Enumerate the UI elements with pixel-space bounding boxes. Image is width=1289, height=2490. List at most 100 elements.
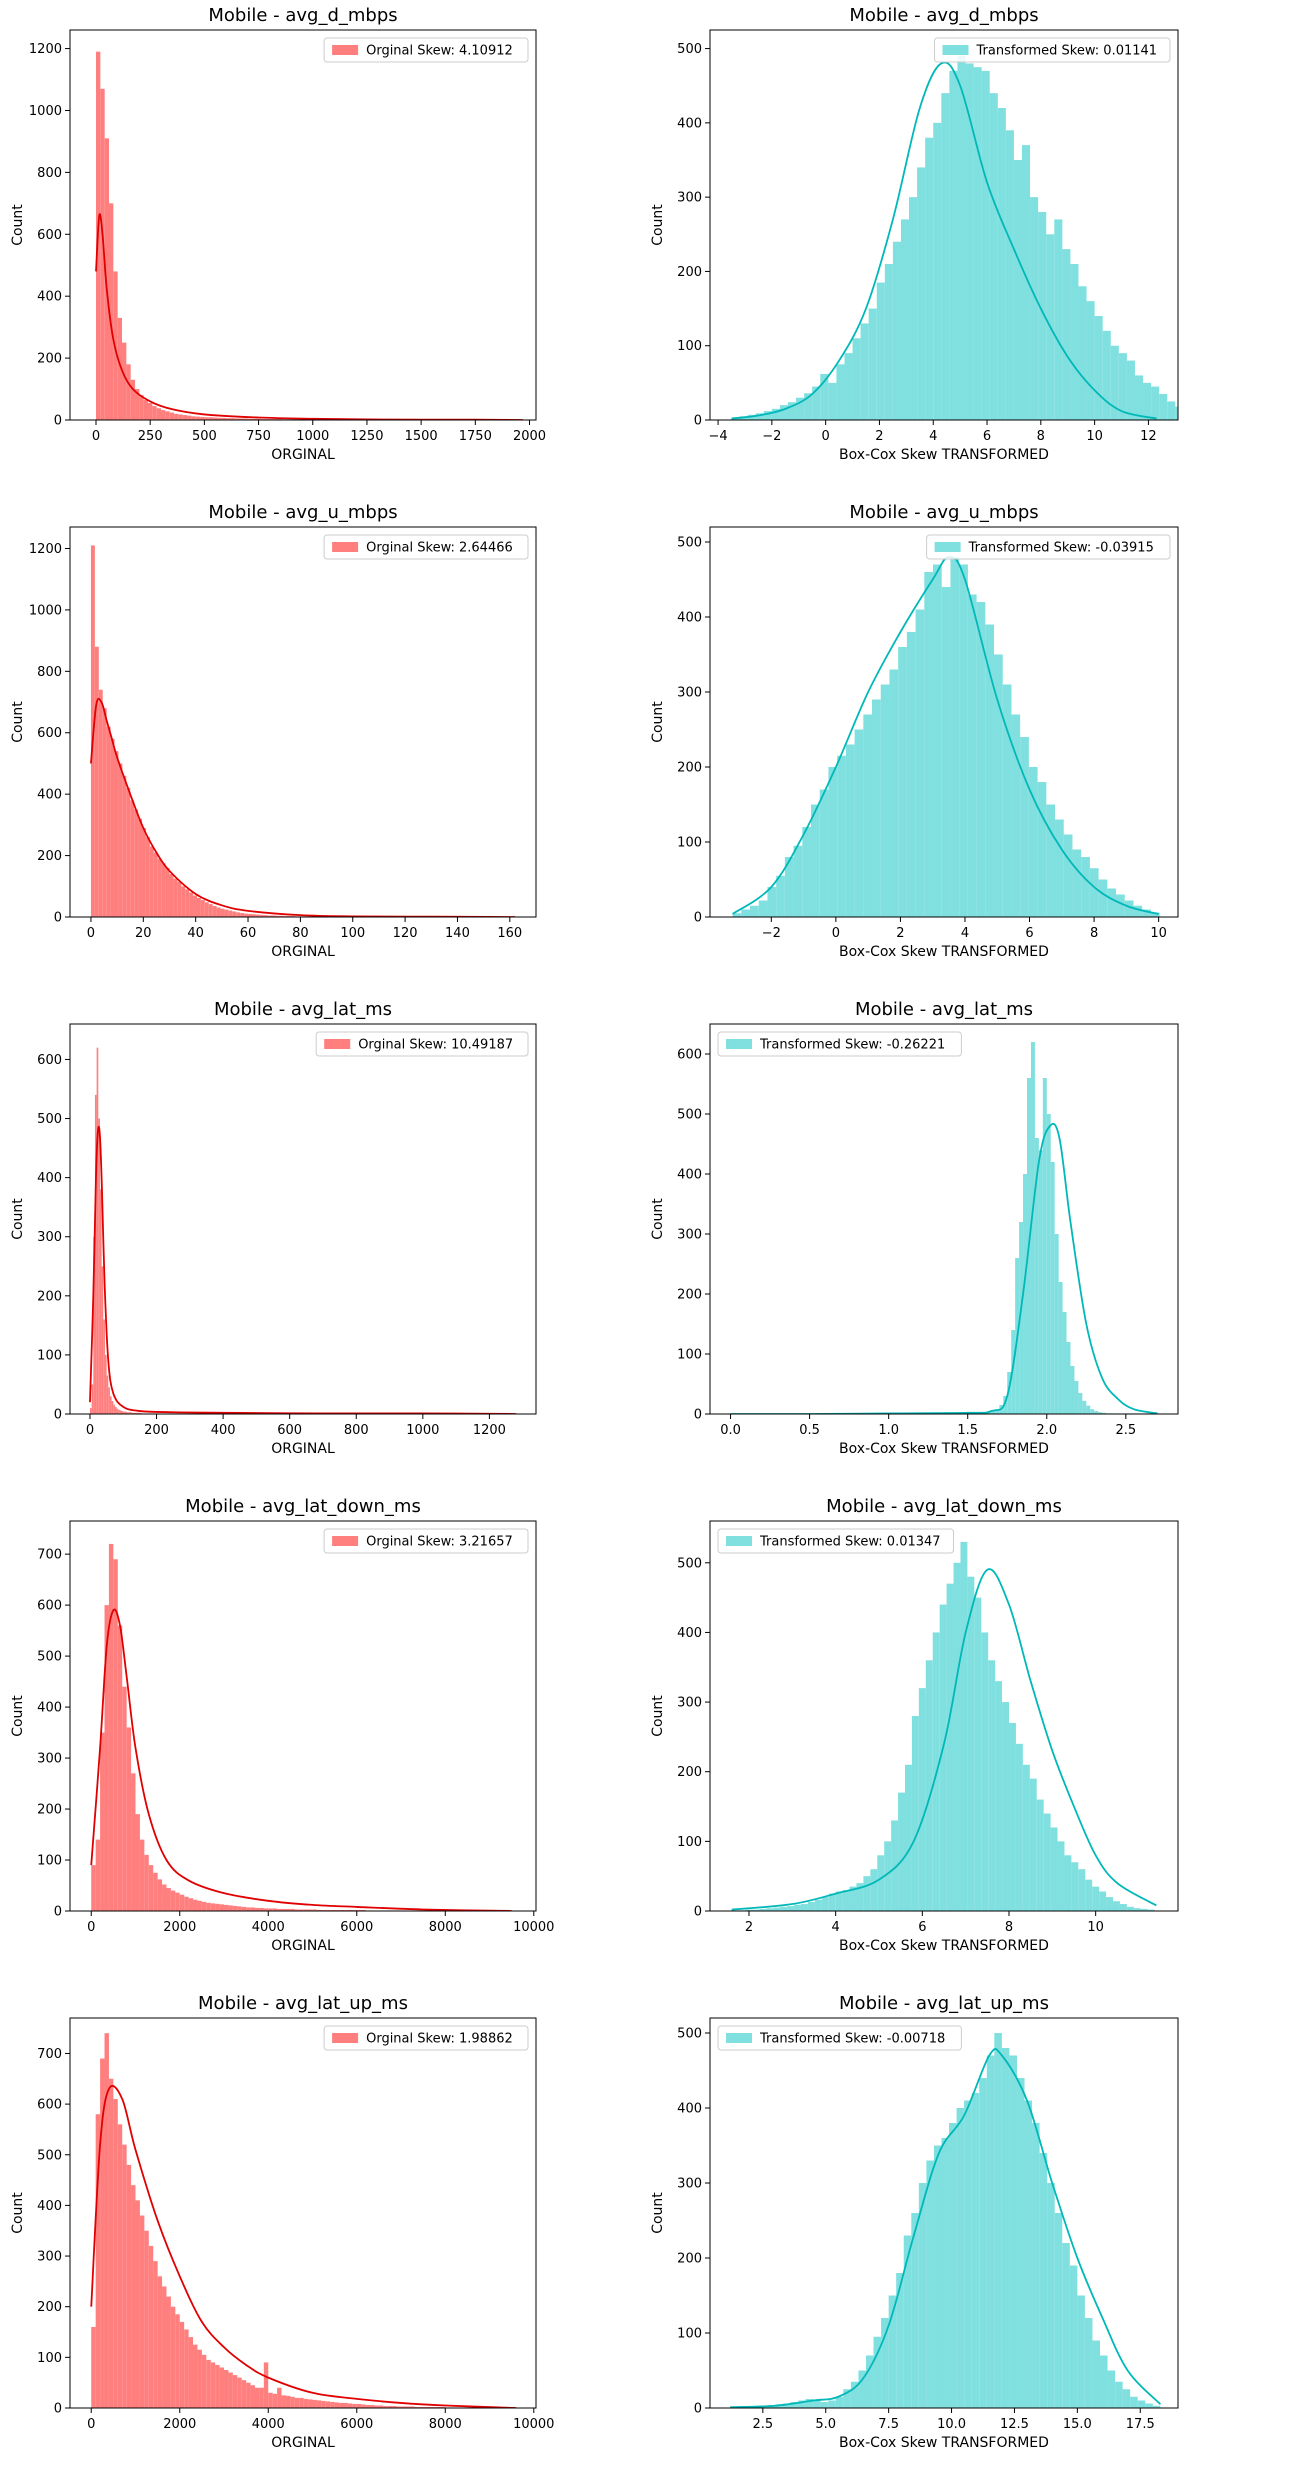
x-tick-label: 1.0 <box>878 1423 899 1438</box>
axes-frame <box>69 1023 537 1415</box>
histogram-bar <box>191 416 196 420</box>
histogram-bar <box>1050 1827 1058 1911</box>
x-tick-label: 2000 <box>163 2417 196 2432</box>
histogram-bar <box>316 1909 322 1911</box>
histogram-bar <box>1167 401 1176 420</box>
x-tick-label: 2.0 <box>1036 1423 1057 1438</box>
legend: Orginal Skew: 1.98862 <box>323 2025 529 2051</box>
kde-line <box>90 2084 517 2408</box>
histogram-bar <box>1005 130 1014 420</box>
kde-line <box>731 61 1157 420</box>
x-tick-label: 2000 <box>513 429 546 444</box>
histogram-bar <box>925 1660 933 1911</box>
histogram-bar <box>271 915 276 917</box>
histogram-bar <box>109 1396 112 1414</box>
legend: Transformed Skew: 0.01347 <box>717 1528 954 1554</box>
histogram-bar <box>1039 2153 1048 2408</box>
histogram-bar <box>247 418 253 420</box>
axes-frame <box>69 29 537 421</box>
histogram-bar <box>128 1412 130 1414</box>
legend-label: Orginal Skew: 3.21657 <box>366 1535 513 1550</box>
histogram-bar <box>321 1909 326 1911</box>
y-tick-label: 200 <box>37 352 62 367</box>
histogram-bar <box>96 1047 99 1414</box>
histogram-bar <box>771 408 780 420</box>
histogram-bar <box>1140 1908 1148 1911</box>
histogram-bar <box>1036 1799 1044 1911</box>
histogram-bar <box>1126 360 1135 420</box>
histogram-bar <box>807 1901 815 1911</box>
histogram-bar <box>986 2055 995 2408</box>
histogram-bar <box>267 915 272 917</box>
x-tick-label: 6 <box>1025 926 1033 941</box>
histogram-bar <box>256 418 261 420</box>
chart-panel-9: 0 2000 4000 6000 8000 10000 0 100 200 300 400 500 60… <box>10 1993 554 2451</box>
y-tick-label: 0 <box>54 414 62 429</box>
histogram-bar <box>843 2389 851 2408</box>
legend-label: Orginal Skew: 2.64466 <box>366 541 513 556</box>
chart-title: Mobile - avg_lat_up_ms <box>839 1993 1049 2014</box>
y-tick-label: 600 <box>37 1053 62 1068</box>
histogram-bar <box>110 738 115 917</box>
histogram-bar <box>392 2405 397 2408</box>
histogram-bar <box>114 1406 117 1414</box>
histogram-bar <box>1038 1150 1043 1414</box>
histogram-bar <box>126 1412 129 1414</box>
histogram-bar <box>221 417 227 420</box>
x-tick-label: 160 <box>497 926 522 941</box>
histogram-bar <box>812 386 821 420</box>
histogram-bar <box>343 1909 348 1911</box>
plot-area <box>730 1042 1158 1414</box>
histogram-bar <box>1092 2340 1100 2408</box>
histogram-bar <box>173 878 178 917</box>
histogram-bar <box>884 264 893 420</box>
histogram-bar <box>139 2215 145 2408</box>
y-tick-label: 600 <box>37 1599 62 1614</box>
x-tick-label: 2 <box>875 429 883 444</box>
histogram-bar <box>259 914 264 917</box>
chart-panel-5: 0 200 400 600 800 1000 1200 0 100 200 300 400 500 600… <box>10 999 537 1457</box>
histogram-bar <box>95 2114 101 2408</box>
histogram-bar <box>217 417 222 420</box>
histogram-bar <box>941 587 951 917</box>
y-tick-label: 500 <box>677 42 702 57</box>
plot-area <box>90 1543 512 1911</box>
histogram-bar <box>208 904 213 917</box>
legend-box <box>323 2025 529 2051</box>
x-axis-label: Box-Cox Skew TRANSFORMED <box>839 944 1049 960</box>
histogram-bar <box>787 1906 795 1911</box>
y-tick-label: 800 <box>37 665 62 680</box>
histogram-bar <box>170 1890 176 1911</box>
y-tick-label: 0 <box>694 1905 702 1920</box>
histogram-bar <box>793 845 803 917</box>
histogram-bar <box>263 2362 269 2408</box>
x-tick-label: 500 <box>192 429 217 444</box>
histogram-bar <box>138 1412 140 1414</box>
histogram-bar <box>1086 1405 1091 1414</box>
histogram-bar <box>111 1401 114 1414</box>
histogram-bar <box>219 2367 225 2408</box>
histogram-bar <box>1100 2355 1108 2408</box>
histogram-bar <box>750 905 759 917</box>
histogram-bar <box>122 775 127 917</box>
axes-frame <box>709 29 1179 421</box>
y-tick-label: 300 <box>37 1230 62 1245</box>
y-tick-label: 200 <box>37 2300 62 2315</box>
histogram-bar <box>241 1906 247 1911</box>
histogram-bar <box>259 1907 264 1911</box>
histogram-bar <box>401 2406 406 2408</box>
axes-frame <box>709 1023 1179 1415</box>
histogram-bar <box>987 1412 992 1414</box>
chart-title: Mobile - avg_lat_up_ms <box>198 1993 408 2014</box>
y-tick-label: 100 <box>37 1854 62 1869</box>
histogram-bar <box>216 907 221 917</box>
histogram-bar <box>950 557 960 917</box>
histogram-bar <box>1011 1330 1016 1414</box>
x-tick-label: 10.0 <box>937 2417 966 2432</box>
histogram-bar <box>814 1899 822 1911</box>
legend-swatch <box>726 2033 752 2043</box>
histogram-bar <box>210 2362 216 2408</box>
x-tick-label: 2000 <box>163 1920 196 1935</box>
histogram-bar <box>139 395 144 420</box>
histogram-bar <box>905 1764 912 1911</box>
